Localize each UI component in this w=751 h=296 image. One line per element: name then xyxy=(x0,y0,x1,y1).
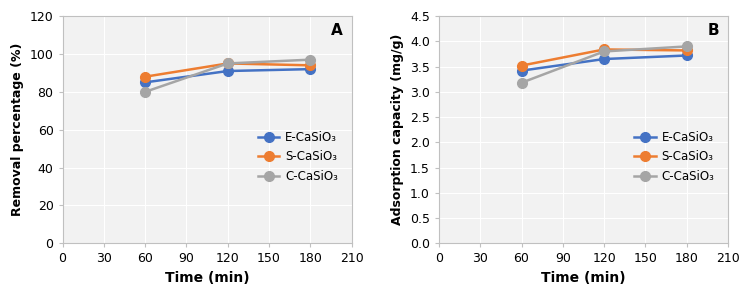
Line: S-CaSiO₃: S-CaSiO₃ xyxy=(140,59,315,82)
E-CaSiO₃ xyxy=(682,54,691,57)
C-CaSiO₃ xyxy=(599,50,608,53)
Line: E-CaSiO₃: E-CaSiO₃ xyxy=(140,64,315,87)
S-CaSiO₃ xyxy=(517,64,526,67)
Line: E-CaSiO₃: E-CaSiO₃ xyxy=(517,51,692,75)
S-CaSiO₃ xyxy=(306,64,315,67)
C-CaSiO₃ xyxy=(223,62,232,65)
Text: B: B xyxy=(707,23,719,38)
Line: C-CaSiO₃: C-CaSiO₃ xyxy=(140,55,315,97)
Line: C-CaSiO₃: C-CaSiO₃ xyxy=(517,41,692,88)
E-CaSiO₃ xyxy=(140,81,149,84)
Line: S-CaSiO₃: S-CaSiO₃ xyxy=(517,45,692,70)
Text: A: A xyxy=(331,23,343,38)
Y-axis label: Removal percentage (%): Removal percentage (%) xyxy=(11,43,24,216)
S-CaSiO₃ xyxy=(140,75,149,78)
E-CaSiO₃ xyxy=(517,69,526,73)
C-CaSiO₃ xyxy=(140,90,149,94)
X-axis label: Time (min): Time (min) xyxy=(541,271,626,285)
E-CaSiO₃ xyxy=(599,57,608,61)
E-CaSiO₃ xyxy=(223,69,232,73)
S-CaSiO₃ xyxy=(682,49,691,52)
E-CaSiO₃ xyxy=(306,67,315,71)
C-CaSiO₃ xyxy=(517,81,526,85)
X-axis label: Time (min): Time (min) xyxy=(164,271,249,285)
Y-axis label: Adsorption capacity (mg/g): Adsorption capacity (mg/g) xyxy=(391,34,404,225)
S-CaSiO₃ xyxy=(223,62,232,65)
C-CaSiO₃ xyxy=(306,58,315,62)
C-CaSiO₃ xyxy=(682,45,691,48)
Legend: E-CaSiO₃, S-CaSiO₃, C-CaSiO₃: E-CaSiO₃, S-CaSiO₃, C-CaSiO₃ xyxy=(253,126,343,188)
Legend: E-CaSiO₃, S-CaSiO₃, C-CaSiO₃: E-CaSiO₃, S-CaSiO₃, C-CaSiO₃ xyxy=(630,126,719,188)
S-CaSiO₃ xyxy=(599,48,608,51)
